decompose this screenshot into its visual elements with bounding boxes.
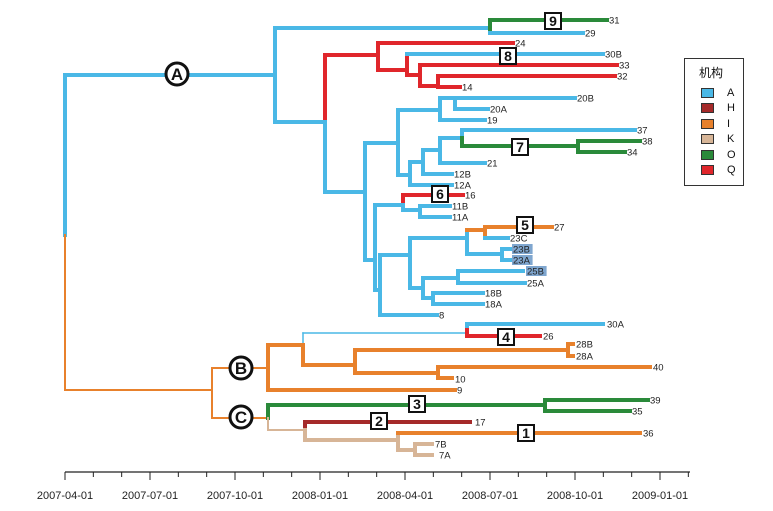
event-box [544,12,562,30]
tip-label: 33 [619,61,630,72]
event-box [499,47,517,65]
tip-label: 30B [605,50,622,61]
legend-item-O: O [701,147,743,163]
tip-label: 39 [650,396,661,407]
event-label: 8 [504,48,512,64]
legend-item-K: K [701,132,743,148]
tip-label: 25B [527,267,544,278]
tip-label: 16 [465,191,476,202]
tip-label: 23A [513,256,531,267]
tip-label: 35 [632,407,643,418]
event-label: 2 [375,413,383,429]
axis-tick-label: 2009-01-01 [632,490,688,502]
legend-title: 机构 [699,66,724,80]
tip-label: 9 [457,386,462,397]
event-label: 4 [502,329,510,345]
legend-swatch [701,118,714,129]
event-label: 3 [413,396,421,412]
legend-item-Q: Q [701,163,743,179]
tip-label: 27 [554,223,565,234]
tip-label: 18A [485,300,503,311]
legend-item-H: H [701,101,743,117]
tip-label: 21 [487,159,498,170]
tip-label: 19 [487,116,498,127]
tip-label: 30A [607,320,625,331]
tip-label: 23C [510,234,528,245]
clade-node-circle [228,355,254,381]
event-box [408,395,426,413]
tip-label: 37 [637,126,648,137]
clade-label: B [235,359,247,378]
legend-label: A [727,86,735,99]
axis-tick-label: 2008-04-01 [377,490,433,502]
tip-label: 23B [513,245,530,256]
tip-label: 7B [435,440,447,451]
tip-label: 11B [452,202,468,213]
tip-highlight [526,266,547,276]
tip-label: 10 [455,375,466,386]
event-label: 6 [436,186,444,202]
event-label: 1 [522,425,530,441]
legend-label: I [727,117,731,130]
tip-label: 34 [627,148,638,159]
tip-label: 12B [454,170,471,181]
tip-label: 28B [576,340,593,351]
tip-label: 7A [439,451,451,462]
event-box [370,412,388,430]
tip-label: 32 [617,72,628,83]
legend-label: H [727,102,735,115]
tip-highlight [512,244,533,254]
tip-label: 29 [585,29,596,40]
event-box [497,328,515,346]
legend-item-I: I [701,116,743,132]
tip-label: 31 [609,16,620,27]
tip-label: 40 [653,363,664,374]
tip-highlight [512,255,533,265]
axis-tick-label: 2008-01-01 [292,490,348,502]
tip-label: 17 [475,418,486,429]
clade-node-circle [164,61,190,87]
event-label: 9 [549,13,557,29]
event-label: 5 [521,217,529,233]
axis-tick-label: 2007-07-01 [122,490,178,502]
tip-label: 20B [577,94,594,105]
clade-label: A [171,65,183,84]
event-box [516,216,534,234]
axis-tick-label: 2007-04-01 [37,490,93,502]
event-box [517,424,535,442]
tip-label: 24 [515,39,526,50]
legend-swatch [701,87,714,98]
tip-label: 12A [454,181,472,192]
legend-swatch [701,134,714,145]
event-box [431,185,449,203]
axis-tick-label: 2008-10-01 [547,490,603,502]
legend-label: Q [727,164,736,177]
legend-swatch [701,165,714,176]
clade-node-circle [228,404,254,430]
tip-label: 18B [485,289,502,300]
axis-tick-label: 2007-10-01 [207,490,263,502]
tip-label: 36 [643,429,654,440]
tip-label: 11A [452,213,469,224]
event-label: 7 [516,139,524,155]
axis-tick-label: 2008-07-01 [462,490,518,502]
tip-label: 14 [462,83,473,94]
tip-label: 8 [439,311,444,322]
clade-label: C [235,408,247,427]
legend-swatch [701,103,714,114]
tip-label: 20A [490,105,508,116]
legend-swatch [701,149,714,160]
tip-label: 25A [527,279,545,290]
legend-label: O [727,148,736,161]
legend-item-A: A [701,85,743,101]
tip-label: 26 [543,332,554,343]
legend-label: K [727,133,735,146]
tip-label: 38 [642,137,653,148]
event-box [511,138,529,156]
tip-label: 28A [576,352,594,363]
